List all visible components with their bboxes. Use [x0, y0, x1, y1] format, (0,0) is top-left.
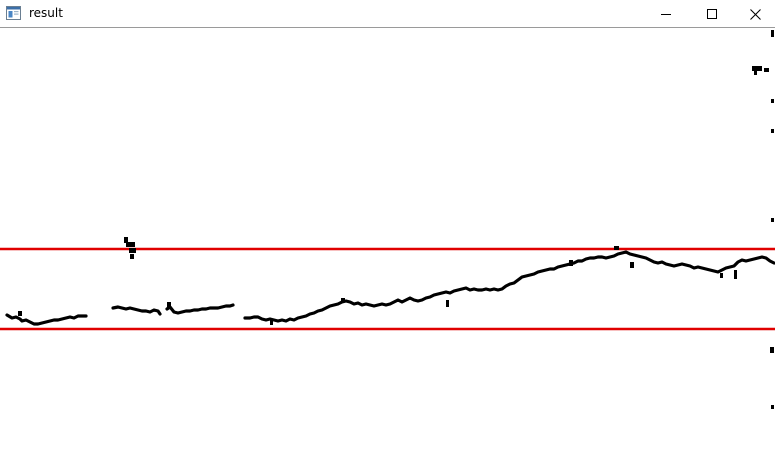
traced-segments — [5, 250, 775, 326]
speck-18 — [771, 218, 774, 222]
result-image — [0, 28, 775, 458]
close-button[interactable] — [735, 0, 775, 28]
speck-6 — [167, 302, 171, 308]
speck-2 — [126, 242, 135, 247]
speck-3 — [129, 248, 136, 253]
speck-7 — [270, 320, 273, 325]
title-bar[interactable]: result — [0, 0, 775, 28]
close-icon — [749, 8, 761, 20]
speck-13 — [754, 70, 757, 75]
speck-12 — [752, 66, 762, 71]
speck-15 — [771, 30, 774, 37]
minimize-icon — [661, 14, 671, 15]
speck-5 — [18, 311, 22, 316]
speck-22 — [341, 298, 345, 302]
window-title: result — [29, 6, 63, 20]
maximize-button[interactable] — [689, 0, 735, 28]
speck-1 — [124, 237, 128, 243]
speck-14 — [764, 68, 769, 72]
speck-19 — [770, 347, 774, 353]
speck-9 — [630, 262, 634, 268]
trace-specks — [18, 30, 774, 409]
speck-17 — [771, 129, 774, 133]
speck-11 — [734, 270, 737, 279]
minimize-button[interactable] — [643, 0, 689, 28]
trace-segment-1 — [5, 313, 88, 326]
speck-10 — [720, 273, 723, 278]
speck-4 — [130, 254, 134, 259]
trace-segment-4 — [243, 250, 775, 323]
speck-21 — [614, 246, 619, 250]
speck-8 — [446, 300, 449, 307]
speck-23 — [569, 260, 573, 266]
speck-16 — [771, 99, 774, 103]
maximize-icon — [707, 9, 717, 19]
speck-20 — [771, 405, 774, 409]
trace-segment-3 — [165, 303, 235, 315]
trace-segment-2 — [111, 305, 162, 316]
result-image-canvas — [0, 30, 775, 409]
app-window-icon[interactable] — [6, 6, 21, 20]
